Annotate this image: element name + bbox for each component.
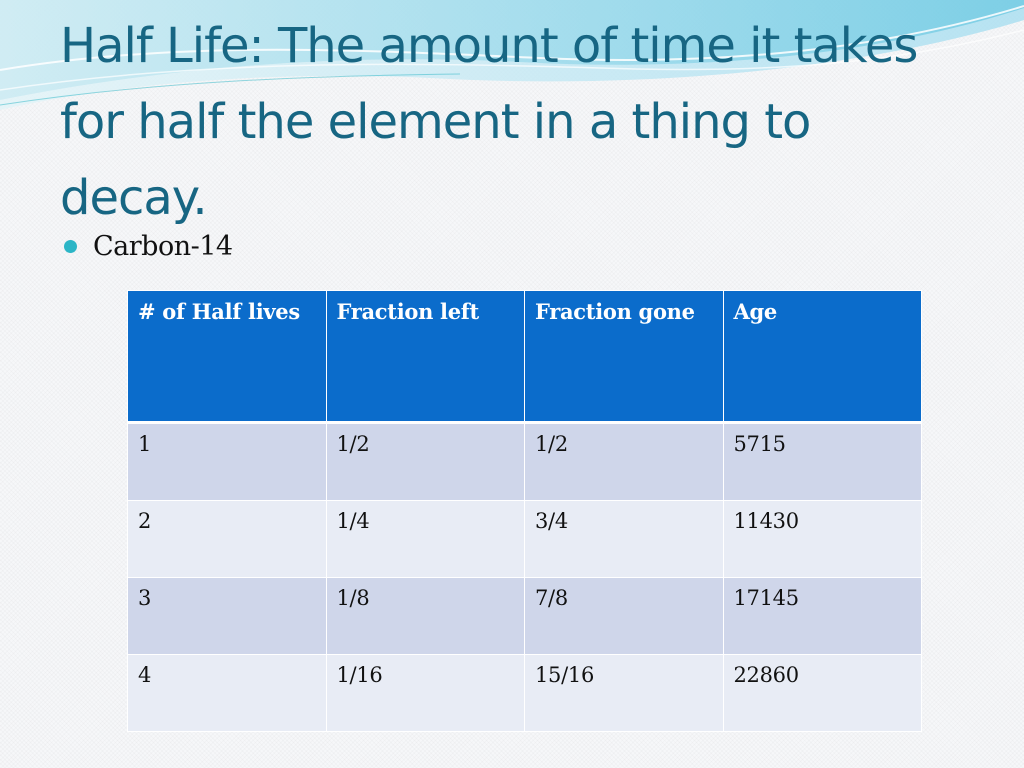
decorative-wave-banner bbox=[0, 0, 1024, 110]
table-header-row: # of Half lives Fraction left Fraction g… bbox=[127, 290, 922, 423]
header-age: Age bbox=[722, 290, 922, 423]
header-half-lives: # of Half lives bbox=[127, 290, 327, 423]
bullet-item: Carbon-14 bbox=[64, 226, 233, 266]
cell-age: 11430 bbox=[722, 500, 922, 578]
cell-age: 17145 bbox=[722, 577, 922, 655]
slide-title: Half Life: The amount of time it takes f… bbox=[60, 18, 918, 226]
cell-half-lives: 3 bbox=[127, 577, 327, 655]
cell-age: 22860 bbox=[722, 654, 922, 732]
bullet-dot-icon bbox=[64, 239, 77, 253]
cell-half-lives: 1 bbox=[127, 421, 327, 501]
cell-age: 5715 bbox=[722, 421, 922, 501]
header-fraction-gone: Fraction gone bbox=[524, 290, 724, 423]
cell-fraction-gone: 1/2 bbox=[524, 421, 724, 501]
cell-fraction-gone: 15/16 bbox=[524, 654, 724, 732]
cell-fraction-left: 1/4 bbox=[325, 500, 525, 578]
header-fraction-left: Fraction left bbox=[325, 290, 525, 423]
bullet-text: Carbon-14 bbox=[93, 230, 233, 262]
table-row: 1 1/2 1/2 5715 bbox=[127, 421, 922, 501]
half-life-table: # of Half lives Fraction left Fraction g… bbox=[127, 290, 922, 732]
cell-fraction-gone: 3/4 bbox=[524, 500, 724, 578]
cell-fraction-left: 1/2 bbox=[325, 421, 525, 501]
table-row: 4 1/16 15/16 22860 bbox=[127, 654, 922, 732]
table-row: 2 1/4 3/4 11430 bbox=[127, 500, 922, 578]
cell-half-lives: 2 bbox=[127, 500, 327, 578]
table-row: 3 1/8 7/8 17145 bbox=[127, 577, 922, 655]
cell-fraction-left: 1/8 bbox=[325, 577, 525, 655]
cell-fraction-left: 1/16 bbox=[325, 654, 525, 732]
cell-half-lives: 4 bbox=[127, 654, 327, 732]
cell-fraction-gone: 7/8 bbox=[524, 577, 724, 655]
